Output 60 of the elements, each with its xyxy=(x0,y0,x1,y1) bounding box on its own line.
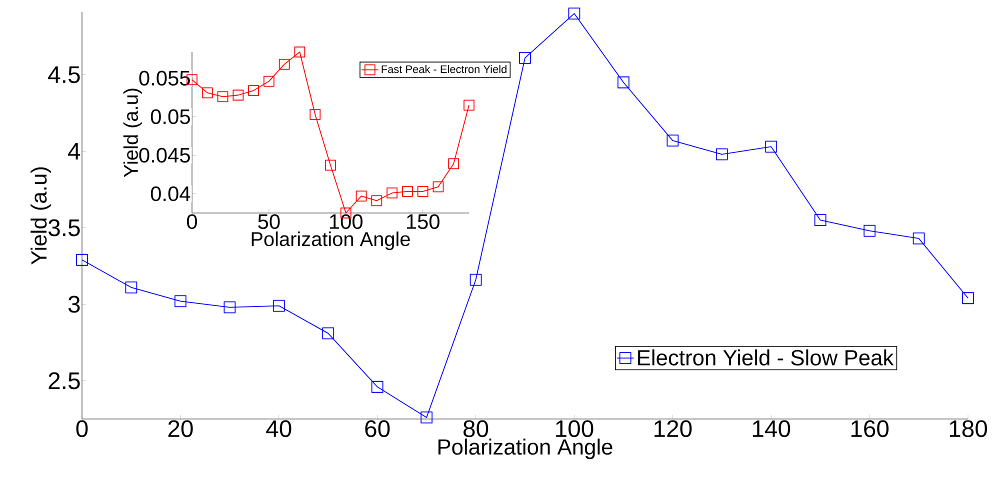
point xyxy=(310,108,321,120)
point xyxy=(814,214,826,226)
legend-label: Fast Peak - Electron Yield xyxy=(382,65,506,74)
point xyxy=(420,412,433,424)
point xyxy=(402,186,413,197)
x-tick-label: 0 xyxy=(76,420,88,438)
point xyxy=(248,85,260,96)
y-tick-label: 3 xyxy=(68,296,80,313)
point xyxy=(224,301,236,314)
point xyxy=(912,232,925,244)
point xyxy=(294,46,306,58)
point xyxy=(174,295,186,308)
point xyxy=(464,100,474,111)
x-axis-title: Polarization Angle xyxy=(438,438,612,460)
point xyxy=(272,300,285,312)
x-tick-label: 40 xyxy=(266,420,292,438)
x-tick-label: 120 xyxy=(654,420,692,438)
y-tick-label: 4.5 xyxy=(48,66,80,84)
point xyxy=(618,76,630,88)
x-tick-label: 20 xyxy=(168,420,193,438)
x-tick-label: 100 xyxy=(556,420,594,438)
x-tick-label: 140 xyxy=(753,420,790,438)
point xyxy=(470,274,482,286)
y-tick-label: 2.5 xyxy=(48,372,80,390)
point xyxy=(356,190,367,202)
point xyxy=(864,224,876,237)
x-tick-label: 100 xyxy=(330,214,363,230)
point xyxy=(386,188,398,198)
point xyxy=(76,254,88,266)
point xyxy=(568,8,580,20)
point xyxy=(716,148,728,160)
point xyxy=(765,140,778,153)
point xyxy=(371,195,382,206)
point xyxy=(263,76,274,87)
point xyxy=(322,327,334,340)
point xyxy=(232,90,244,101)
point xyxy=(448,158,460,170)
point xyxy=(202,87,213,98)
point xyxy=(371,380,384,393)
point xyxy=(217,91,228,102)
point xyxy=(962,292,974,304)
x-tick-label: 160 xyxy=(851,420,889,438)
point xyxy=(666,134,679,146)
x-tick-label: 180 xyxy=(950,420,988,438)
point xyxy=(325,160,336,171)
x-tick-label: 0 xyxy=(186,214,197,230)
x-tick-label: 80 xyxy=(464,420,488,438)
legend-label: Electron Yield - Slow Peak xyxy=(638,349,894,366)
point xyxy=(125,281,138,294)
point xyxy=(432,181,444,192)
point xyxy=(519,52,531,64)
y-tick-label: 0.05 xyxy=(150,109,190,124)
point xyxy=(278,58,290,70)
x-tick-label: 150 xyxy=(406,214,440,230)
x-tick-label: 60 xyxy=(365,420,390,438)
point xyxy=(417,186,428,197)
y-tick-label: 4 xyxy=(68,143,80,160)
x-axis-title: Polarization Angle xyxy=(252,232,410,250)
x-tick-label: 50 xyxy=(258,214,280,230)
y-tick-label: 0.04 xyxy=(150,186,190,202)
